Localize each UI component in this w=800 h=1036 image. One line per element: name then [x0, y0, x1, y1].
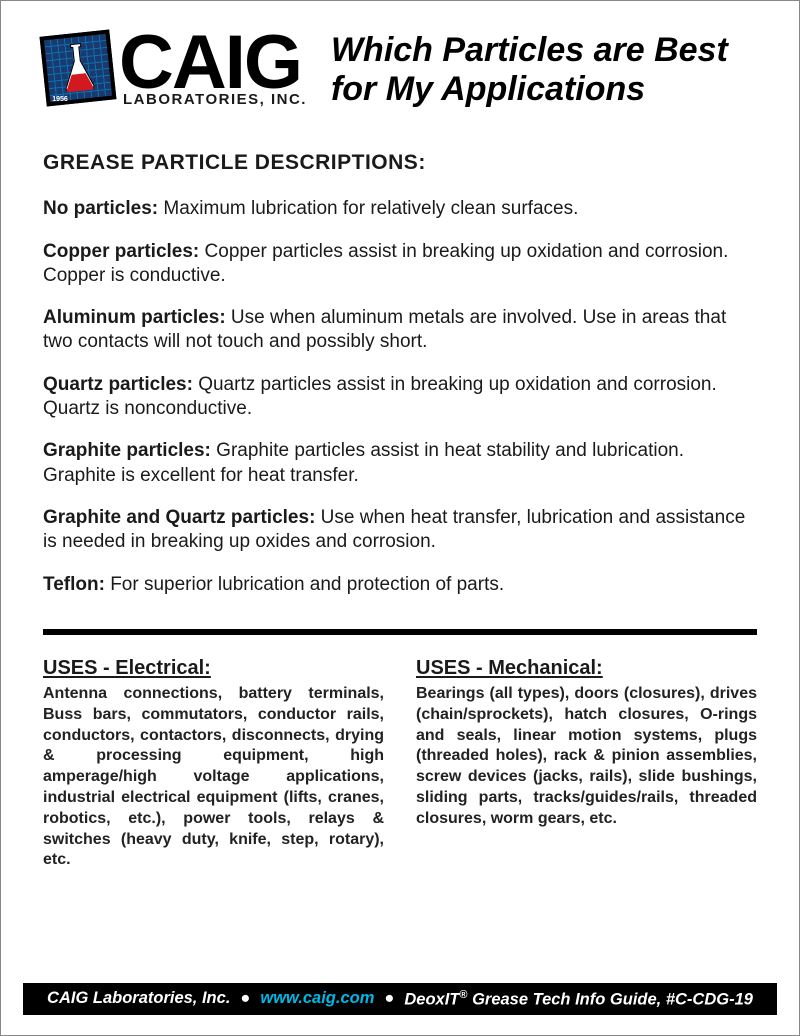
logo: 1956 CAIG LABORATORIES, INC.	[43, 29, 307, 107]
logo-text: CAIG LABORATORIES, INC.	[119, 29, 307, 107]
logo-year: 1956	[52, 96, 68, 103]
uses-mechanical-body: Bearings (all types), doors (closures), …	[416, 684, 757, 830]
description-item: Graphite and Quartz particles: Use when …	[43, 506, 757, 555]
flask-icon	[58, 40, 97, 93]
description-body: For superior lubrication and protection …	[105, 574, 504, 595]
footer-bar: CAIG Laboratories, Inc. ● www.caig.com ●…	[23, 983, 777, 1016]
description-term: Graphite and Quartz particles:	[43, 507, 315, 528]
uses-section: USES - Electrical: Antenna connections, …	[43, 657, 757, 871]
uses-electrical-body: Antenna connections, battery terminals, …	[43, 684, 384, 871]
uses-electrical: USES - Electrical: Antenna connections, …	[43, 657, 384, 871]
uses-mechanical-title: USES - Mechanical:	[416, 657, 757, 680]
brand-name: CAIG	[119, 29, 307, 97]
description-item: No particles: Maximum lubrication for re…	[43, 197, 757, 221]
description-term: Copper particles:	[43, 241, 199, 262]
description-item: Quartz particles: Quartz particles assis…	[43, 373, 757, 422]
description-item: Aluminum particles: Use when aluminum me…	[43, 306, 757, 355]
description-term: No particles:	[43, 198, 158, 219]
footer-product: DeoxIT® Grease Tech Info Guide, #C-CDG-1…	[404, 989, 753, 1010]
footer-company: CAIG Laboratories, Inc.	[47, 989, 230, 1008]
title-line-1: Which Particles are Best	[331, 31, 728, 69]
description-term: Graphite particles:	[43, 440, 211, 461]
description-term: Quartz particles:	[43, 374, 193, 395]
bullet-icon: ●	[384, 989, 394, 1008]
description-item: Teflon: For superior lubrication and pro…	[43, 573, 757, 597]
uses-mechanical: USES - Mechanical: Bearings (all types),…	[416, 657, 757, 871]
logo-icon: 1956	[40, 30, 117, 107]
page-title: Which Particles are Best for My Applicat…	[331, 29, 728, 109]
bullet-icon: ●	[240, 989, 250, 1008]
description-term: Aluminum particles:	[43, 307, 226, 328]
footer-url: www.caig.com	[260, 989, 374, 1008]
description-list: No particles: Maximum lubrication for re…	[43, 197, 757, 597]
brand-subtitle: LABORATORIES, INC.	[123, 93, 307, 107]
uses-electrical-title: USES - Electrical:	[43, 657, 384, 680]
description-item: Copper particles: Copper particles assis…	[43, 240, 757, 289]
title-line-2: for My Applications	[331, 70, 645, 108]
divider	[43, 629, 757, 635]
description-term: Teflon:	[43, 574, 105, 595]
header: 1956 CAIG LABORATORIES, INC. Which Parti…	[43, 29, 757, 109]
description-item: Graphite particles: Graphite particles a…	[43, 439, 757, 488]
section-heading: GREASE PARTICLE DESCRIPTIONS:	[43, 151, 757, 175]
description-body: Maximum lubrication for relatively clean…	[158, 198, 578, 219]
